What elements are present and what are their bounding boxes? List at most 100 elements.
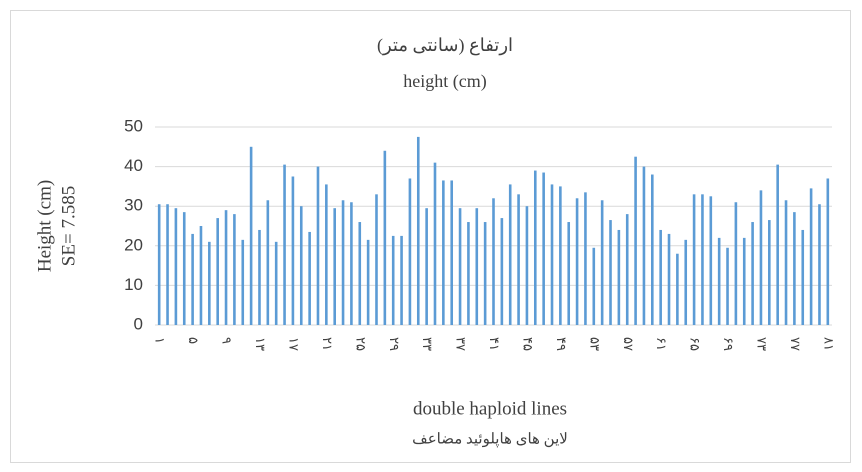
bar	[191, 233, 194, 325]
bar	[291, 176, 295, 325]
bar	[274, 241, 278, 325]
y-tick-label: 50	[124, 116, 143, 135]
bar	[684, 239, 688, 325]
bar	[249, 146, 253, 325]
bar	[533, 170, 537, 325]
bar	[642, 166, 646, 325]
x-tick-label: ۴۹	[554, 337, 569, 351]
y-axis-label: Height (cm)	[34, 180, 55, 272]
bar	[299, 206, 303, 325]
bar	[575, 198, 579, 325]
bar	[826, 178, 830, 325]
bar	[258, 229, 261, 325]
x-tick-label: ۲۹	[387, 337, 402, 351]
bar	[559, 186, 562, 325]
y-tick-label: 40	[124, 156, 143, 175]
bar	[759, 190, 763, 325]
bar	[734, 202, 738, 325]
bar	[316, 166, 320, 325]
bar	[793, 212, 796, 325]
bar	[717, 237, 721, 325]
bar	[625, 214, 629, 325]
bar	[634, 156, 637, 325]
bar	[659, 229, 662, 325]
bar	[667, 233, 671, 325]
bar	[701, 194, 704, 325]
bar	[366, 239, 370, 325]
x-tick-label: ۴۱	[487, 337, 502, 351]
bar	[492, 198, 495, 325]
x-tick-label: ۲۵	[353, 337, 368, 351]
bar	[391, 235, 395, 325]
x-tick-label: ۳۳	[420, 337, 435, 351]
bar	[818, 204, 821, 325]
bar	[350, 202, 353, 325]
x-tick-label: ۴۵	[520, 337, 535, 351]
bar	[592, 247, 596, 325]
y-tick-label: 10	[124, 275, 143, 294]
x-tick-label: ۸۱	[821, 337, 836, 351]
bar	[651, 174, 654, 325]
y-axis-label: SE= 7.585	[58, 186, 79, 266]
x-tick-label: ۱	[153, 337, 168, 344]
bar	[525, 206, 529, 325]
bar	[224, 210, 228, 325]
bar	[157, 204, 161, 325]
bar	[450, 180, 454, 325]
x-axis-label: لاین های هاپلوئید مضاعف	[412, 431, 568, 447]
bar	[751, 222, 754, 325]
bar	[567, 222, 571, 325]
chart-title: ارتفاع (سانتی متر)	[377, 35, 513, 56]
bar	[617, 229, 621, 325]
x-tick-label: ۷۳	[755, 337, 770, 351]
bar	[241, 239, 245, 325]
bar	[542, 172, 545, 325]
bar	[325, 184, 328, 325]
bar	[400, 235, 403, 325]
x-tick-label: ۵	[186, 337, 201, 344]
bar	[709, 196, 713, 325]
y-tick-label: 20	[124, 235, 143, 254]
bar	[416, 136, 420, 325]
bar	[676, 253, 679, 325]
x-tick-label: ۵۷	[621, 337, 636, 351]
bar	[182, 212, 186, 325]
bar	[600, 200, 604, 325]
bar	[358, 222, 362, 325]
bar	[809, 188, 813, 325]
bar	[517, 194, 520, 325]
bar	[283, 164, 286, 325]
y-tick-label: 30	[124, 196, 143, 215]
bar	[216, 218, 219, 325]
x-tick-label: ۵۳	[587, 337, 602, 351]
bar	[375, 194, 378, 325]
x-tick-label: ۷۷	[788, 337, 803, 351]
x-tick-label: ۲۱	[320, 337, 335, 351]
bar	[475, 208, 479, 325]
bar	[425, 208, 428, 325]
bar	[333, 208, 336, 325]
bar	[166, 204, 169, 325]
bar	[467, 222, 470, 325]
bar	[726, 247, 729, 325]
bar	[500, 218, 504, 325]
x-tick-label: ۶۵	[688, 337, 703, 351]
bar	[609, 220, 612, 325]
bar	[383, 150, 387, 325]
bar	[433, 162, 437, 325]
x-tick-label: ۶۱	[654, 337, 669, 351]
x-axis-label: double haploid lines	[413, 398, 567, 419]
x-tick-label: ۳۷	[454, 337, 469, 351]
bar	[266, 200, 270, 325]
x-tick-label: ۹	[220, 337, 235, 344]
bar	[199, 226, 203, 325]
y-tick-label: 0	[134, 314, 143, 333]
x-tick-label: ۱۷	[286, 337, 301, 351]
bar	[442, 180, 445, 325]
bar	[784, 200, 788, 325]
bar	[458, 208, 462, 325]
bar	[408, 178, 412, 325]
bar	[584, 192, 587, 325]
x-tick-label: ۶۹	[721, 337, 736, 351]
